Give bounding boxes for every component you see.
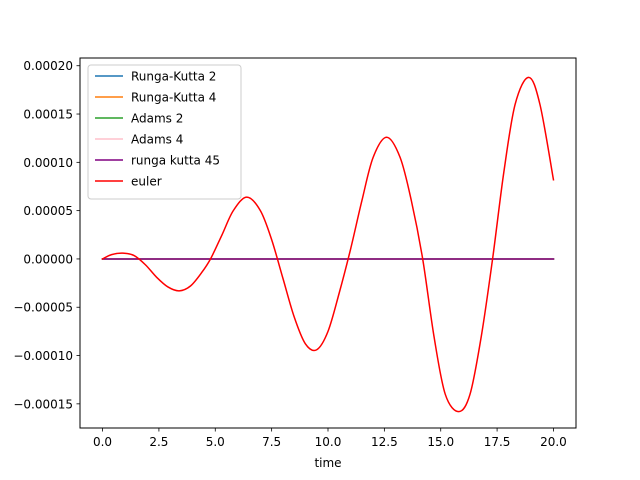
x-tick-label: 20.0 xyxy=(540,435,567,449)
legend-label-adams-2: Adams 2 xyxy=(131,112,183,126)
series-line-euler xyxy=(101,76,555,413)
legend-label-runga-kutta-2: Runga-Kutta 2 xyxy=(131,70,216,84)
y-tick-label: 0.00000 xyxy=(23,252,73,266)
y-tick-label: 0.00015 xyxy=(23,108,73,122)
legend-label-runga-kutta-4: Runga-Kutta 4 xyxy=(131,91,216,105)
x-axis-label: time xyxy=(314,456,341,470)
x-tick-label: 0.0 xyxy=(93,435,112,449)
y-tick-label: 0.00005 xyxy=(23,204,73,218)
y-tick-label: 0.00010 xyxy=(23,156,73,170)
y-tick-label: 0.00020 xyxy=(23,59,73,73)
legend-box xyxy=(87,64,242,200)
y-axis: −0.00015 −0.00010 −0.00005 0.00000 0.00005 0.… xyxy=(13,59,80,411)
y-tick-label: −0.00005 xyxy=(13,301,73,315)
x-tick-label: 15.0 xyxy=(427,435,454,449)
x-tick-label: 17.5 xyxy=(484,435,511,449)
x-tick-label: 12.5 xyxy=(371,435,398,449)
x-axis: 0.0 2.5 5.0 7.5 10.0 12.5 15.0 17.5 20.0 xyxy=(93,428,567,449)
series-layer xyxy=(101,76,555,413)
legend-label-runga-kutta-45: runga kutta 45 xyxy=(131,154,220,168)
x-tick-label: 5.0 xyxy=(206,435,225,449)
x-tick-label: 2.5 xyxy=(149,435,168,449)
y-tick-label: −0.00010 xyxy=(13,349,73,363)
x-tick-label: 7.5 xyxy=(262,435,281,449)
legend-label-adams-4: Adams 4 xyxy=(131,133,183,147)
legend-label-euler: euler xyxy=(131,175,162,189)
y-tick-label: −0.00015 xyxy=(13,397,73,411)
legend: Runga-Kutta 2 Runga-Kutta 4 Adams 2 Adams 4… xyxy=(87,64,242,200)
x-tick-label: 10.0 xyxy=(315,435,342,449)
